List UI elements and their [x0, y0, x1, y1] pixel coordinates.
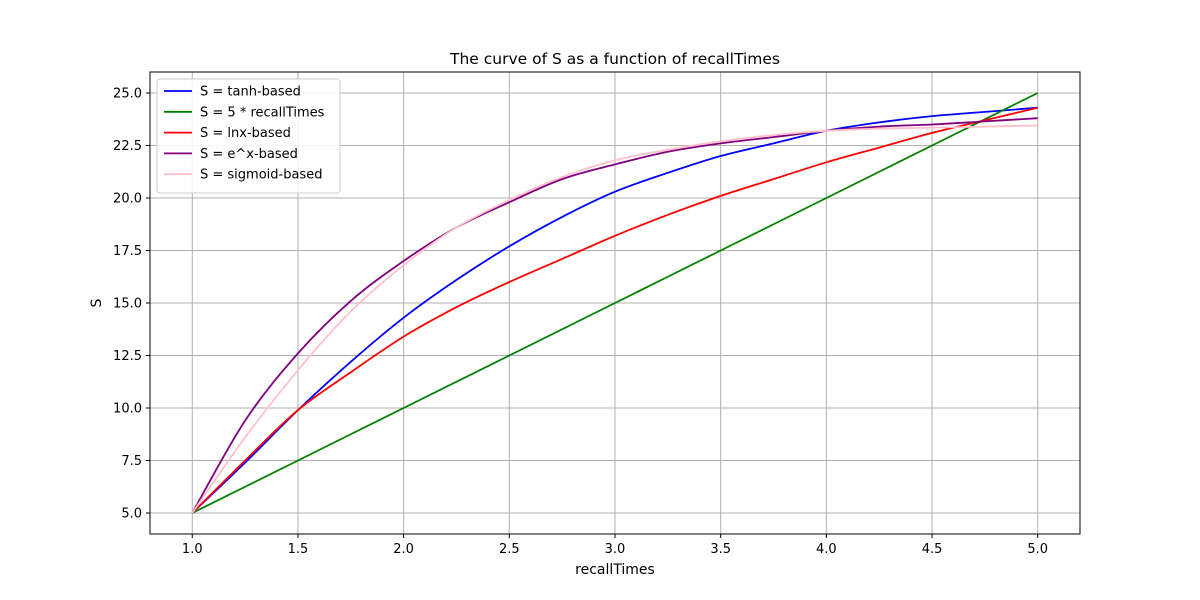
x-tick-label: 5.0 — [1027, 542, 1048, 557]
x-tick-label: 1.0 — [182, 542, 203, 557]
series-line-2 — [191, 92, 1039, 514]
y-tick-label: 7.5 — [121, 454, 142, 469]
x-tick-label: 4.5 — [922, 542, 943, 557]
x-axis-label: recallTimes — [575, 562, 655, 578]
y-tick-label: 25.0 — [113, 87, 142, 102]
legend-box — [156, 78, 341, 194]
series-line-4 — [191, 117, 1038, 514]
x-axis-ticks: 1.0 1.5 2.0 2.5 3.0 3.5 4.0 4.5 5.0 — [182, 534, 1048, 557]
series-line-3 — [191, 106, 1038, 514]
legend: S = tanh-based S = 5 * recallTimes S = lnx… — [156, 78, 341, 194]
series-lines — [191, 92, 1039, 514]
x-tick-label: 2.5 — [499, 542, 520, 557]
x-tick-label: 1.5 — [288, 542, 309, 557]
legend-label: S = tanh-based — [200, 85, 301, 100]
chart-title: The curve of S as a function of recallTi… — [449, 50, 780, 68]
y-tick-label: 17.5 — [113, 244, 142, 259]
legend-label: S = sigmoid-based — [200, 168, 322, 183]
y-tick-label: 22.5 — [113, 139, 142, 154]
series-line-5 — [191, 124, 1038, 514]
legend-label: S = lnx-based — [200, 126, 291, 141]
x-tick-label: 3.0 — [605, 542, 626, 557]
y-tick-label: 20.0 — [113, 192, 142, 207]
y-axis-ticks: 5.0 7.5 10.0 12.5 15.0 17.5 20.0 22.5 25.0 — [113, 87, 150, 522]
legend-label: S = 5 * recallTimes — [200, 105, 325, 120]
x-tick-label: 2.0 — [393, 542, 414, 557]
series-line-1 — [191, 106, 1038, 514]
x-tick-label: 4.0 — [816, 542, 837, 557]
y-tick-label: 15.0 — [113, 297, 142, 312]
y-tick-label: 5.0 — [121, 507, 142, 522]
y-tick-label: 12.5 — [113, 349, 142, 364]
x-tick-label: 3.5 — [710, 542, 731, 557]
y-axis-label: S — [89, 298, 105, 307]
y-tick-label: 10.0 — [113, 402, 142, 417]
legend-label: S = e^x-based — [200, 147, 298, 162]
